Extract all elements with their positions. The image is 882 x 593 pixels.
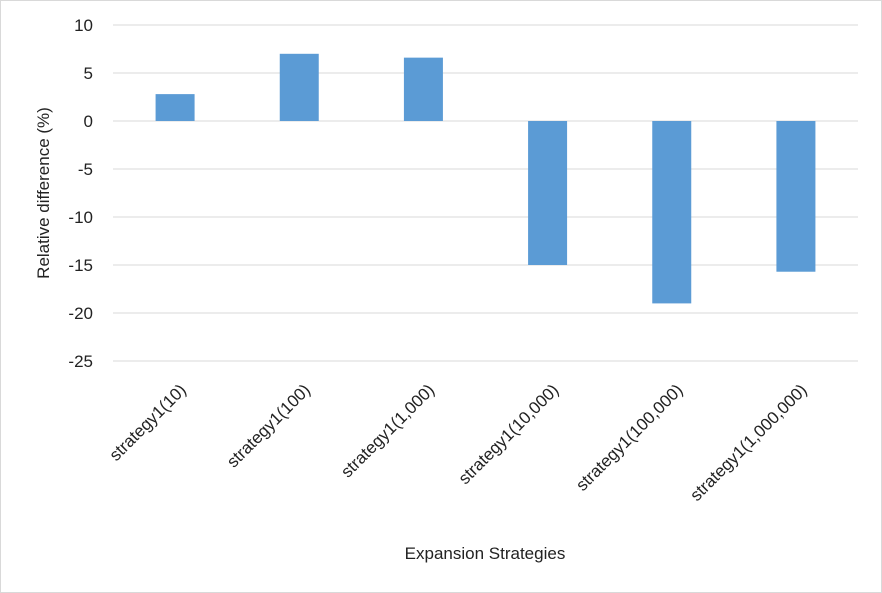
y-tick-label: -10 — [68, 208, 93, 227]
x-tick-label: strategy1(100) — [223, 380, 314, 471]
bar — [528, 121, 568, 265]
x-tick-label: strategy1(100,000) — [572, 380, 686, 494]
y-tick-labels: 10 5 0 -5 -10 -15 -20 -25 — [68, 16, 93, 371]
y-axis-label: Relative difference (%) — [34, 107, 53, 279]
y-tick-label: -25 — [68, 352, 93, 371]
x-tick-label: strategy1(1,000) — [337, 380, 438, 481]
bar — [155, 94, 195, 121]
x-axis-label: Expansion Strategies — [405, 544, 566, 563]
y-tick-label: 10 — [74, 16, 93, 35]
y-tick-label: -20 — [68, 304, 93, 323]
bar — [279, 53, 319, 121]
bar — [776, 121, 816, 272]
bars — [155, 53, 816, 304]
y-tick-label: -15 — [68, 256, 93, 275]
gridlines — [113, 24, 858, 362]
x-tick-label: strategy1(10,000) — [455, 380, 563, 488]
bar — [652, 121, 692, 304]
x-tick-labels: strategy1(10) strategy1(100) strategy1(1,0… — [106, 380, 811, 504]
y-tick-label: -5 — [78, 160, 93, 179]
y-tick-label: 0 — [84, 112, 93, 131]
x-tick-label: strategy1(10) — [106, 380, 190, 464]
bar — [403, 57, 443, 121]
x-tick-label: strategy1(1,000,000) — [686, 380, 810, 504]
y-tick-label: 5 — [84, 64, 93, 83]
